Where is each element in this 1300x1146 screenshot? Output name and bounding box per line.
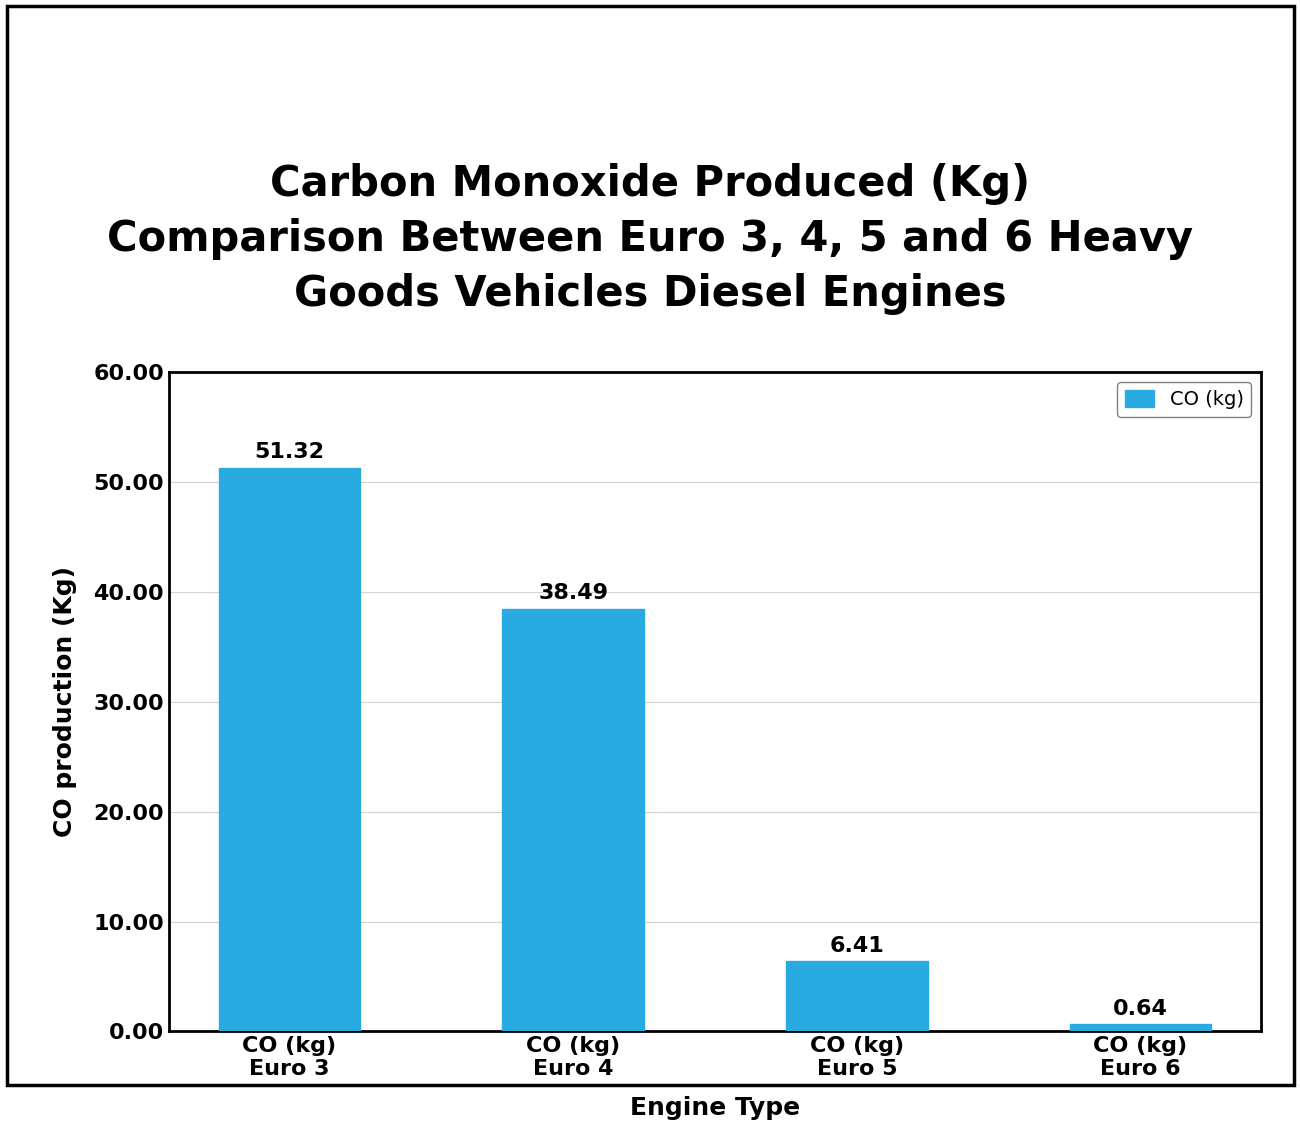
Text: 0.64: 0.64 bbox=[1113, 999, 1167, 1019]
Text: 38.49: 38.49 bbox=[538, 583, 608, 603]
Y-axis label: CO production (Kg): CO production (Kg) bbox=[53, 566, 77, 838]
Legend: CO (kg): CO (kg) bbox=[1117, 382, 1252, 417]
Text: Data source - Volvo Fleet Management System, Dynafleet: Data source - Volvo Fleet Management Sys… bbox=[837, 1108, 1280, 1123]
Text: 6.41: 6.41 bbox=[829, 935, 884, 956]
Text: Date Sample Size = 12646.25 miles between 01/05/19 00:00 - 01/11/19 00:00: Date Sample Size = 12646.25 miles betwee… bbox=[20, 1108, 620, 1123]
Bar bbox=[502, 609, 644, 1031]
Bar bbox=[218, 468, 360, 1031]
Bar bbox=[1070, 1025, 1212, 1031]
Bar bbox=[786, 961, 928, 1031]
X-axis label: Engine Type: Engine Type bbox=[630, 1096, 800, 1120]
Text: 51.32: 51.32 bbox=[255, 442, 325, 462]
Text: Carbon Monoxide Produced (Kg)
Comparison Between Euro 3, 4, 5 and 6 Heavy
Goods : Carbon Monoxide Produced (Kg) Comparison… bbox=[107, 163, 1193, 315]
